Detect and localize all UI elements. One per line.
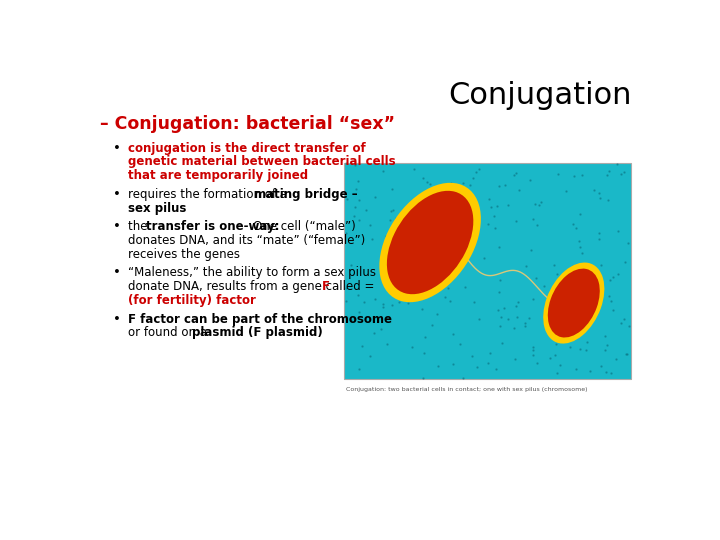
Text: Conjugation: Conjugation [448,82,631,111]
Text: •: • [114,220,121,233]
Text: “Maleness,” the ability to form a sex pilus and: “Maleness,” the ability to form a sex pi… [128,266,405,280]
Text: the: the [128,220,151,233]
FancyBboxPatch shape [344,163,631,379]
Text: conjugation is the direct transfer of: conjugation is the direct transfer of [128,141,370,155]
Text: genetic material between bacterial cells: genetic material between bacterial cells [128,156,400,168]
Text: – Conjugation: bacterial “sex”: – Conjugation: bacterial “sex” [100,114,395,133]
Text: One cell (“male”): One cell (“male”) [253,220,359,233]
Text: or found on a: or found on a [128,326,211,339]
Ellipse shape [548,268,600,338]
Text: •: • [114,313,121,326]
Text: donate DNA, results from a gene called =: donate DNA, results from a gene called = [128,280,378,293]
Text: transfer is one-way:: transfer is one-way: [146,220,284,233]
Ellipse shape [543,262,604,343]
Text: requires the formation of a: requires the formation of a [128,188,291,201]
Text: •: • [114,141,121,155]
Text: donates DNA, and its “mate” (“female”): donates DNA, and its “mate” (“female”) [128,234,369,247]
Text: plasmid (F plasmid): plasmid (F plasmid) [192,326,327,339]
Text: mating bridge –: mating bridge – [254,188,362,201]
Ellipse shape [387,191,473,294]
Text: that are temporarily joined: that are temporarily joined [128,169,312,182]
Text: receives the genes: receives the genes [128,248,243,261]
Ellipse shape [379,183,481,302]
Text: F: F [322,280,334,293]
Text: (for fertility) factor: (for fertility) factor [128,294,260,307]
Text: sex pilus: sex pilus [128,201,191,214]
Text: Conjugation: two bacterial cells in contact; one with sex pilus (chromosome): Conjugation: two bacterial cells in cont… [346,387,587,392]
Text: •: • [114,188,121,201]
Text: F factor can be part of the chromosome: F factor can be part of the chromosome [128,313,396,326]
Text: •: • [114,266,121,280]
